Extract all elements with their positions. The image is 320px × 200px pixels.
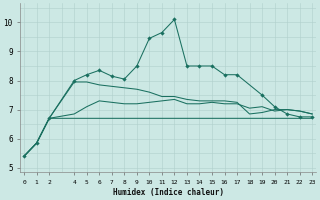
X-axis label: Humidex (Indice chaleur): Humidex (Indice chaleur) [113,188,224,197]
